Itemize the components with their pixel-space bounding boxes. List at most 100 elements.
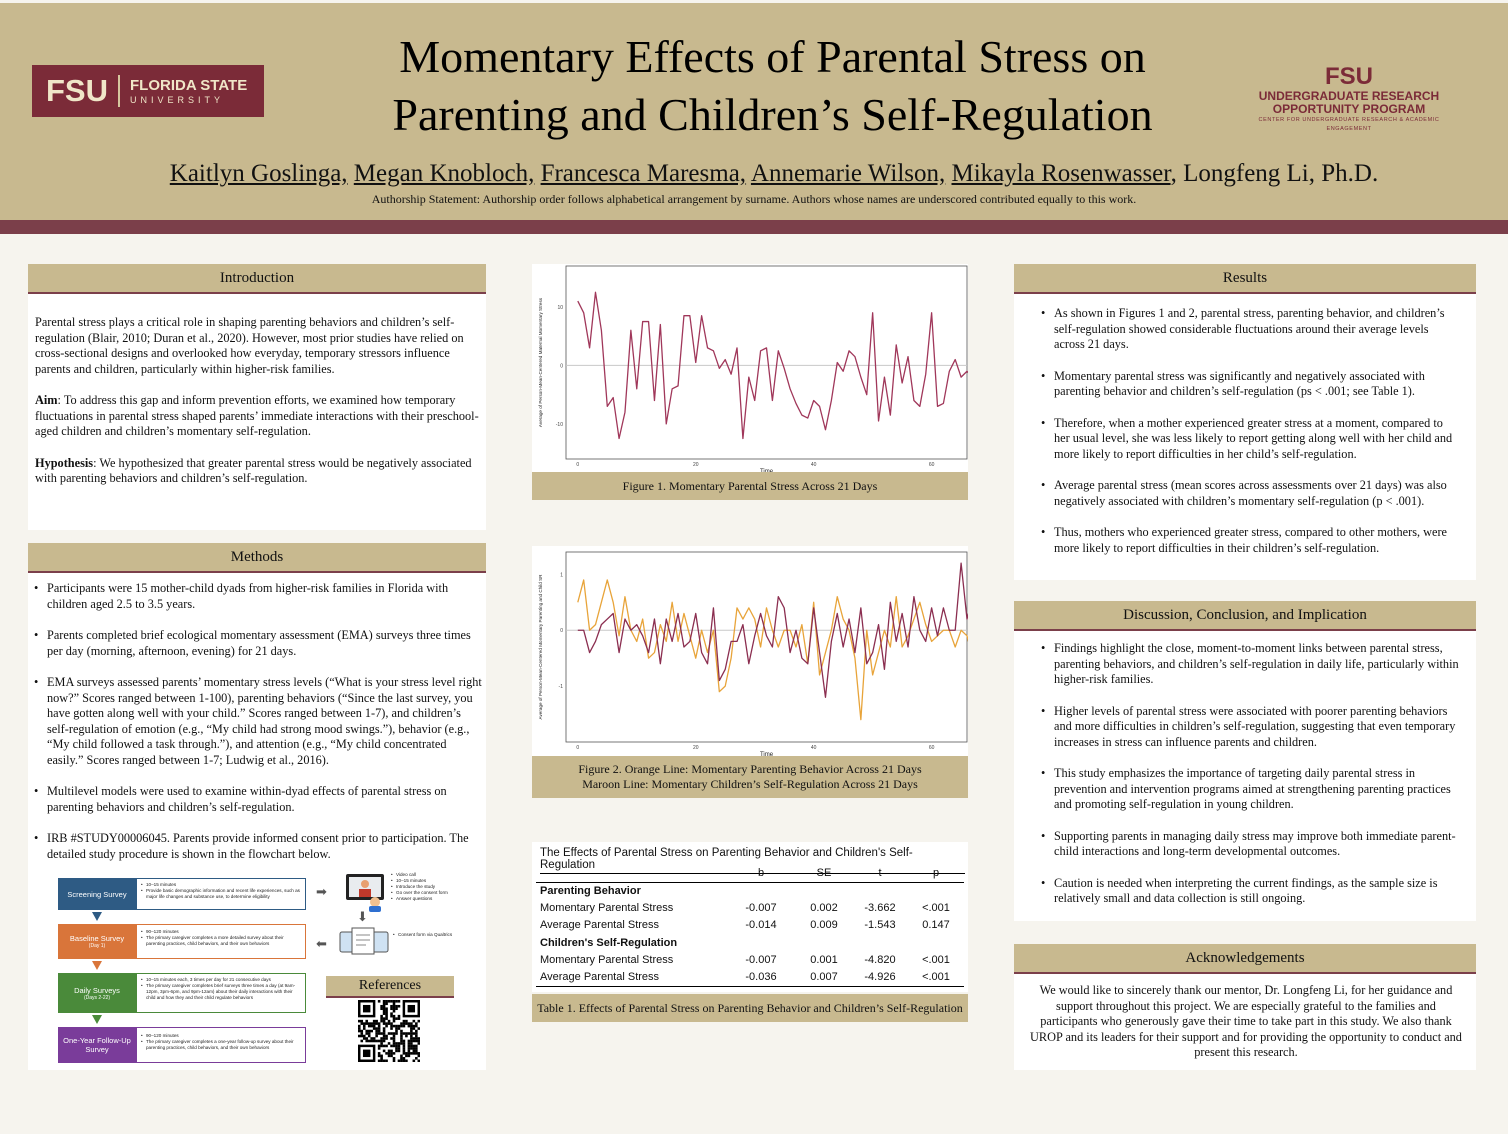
qr-module [415,1039,418,1043]
qr-module [415,1037,418,1040]
qr-module [382,1004,386,1008]
references-qr-code[interactable] [358,1000,420,1062]
qr-module [392,1004,396,1008]
qr-module [395,1029,398,1033]
y-tick-label: 0 [560,628,563,634]
qr-module [360,1034,364,1038]
qr-module [405,1054,408,1058]
qr-module [400,1042,403,1045]
poster-title-line2: Parenting and Children’s Self-Regulation [392,89,1153,140]
qr-module [410,1042,413,1045]
table1-group-row: Children's Self-Regulation [536,934,964,951]
qr-module [390,1022,393,1025]
flow-step-baseline-notes: 90–120 minutes The primary caregiver com… [141,929,303,947]
qr-module [407,1044,411,1048]
methods-bullet: Multilevel models were used to examine w… [34,784,484,815]
qr-module [410,1044,413,1048]
qr-module [382,1009,386,1013]
qr-module [375,1022,378,1025]
qr-module [412,1059,416,1062]
qr-finder [362,1004,371,1013]
qr-module [410,1029,413,1033]
qr-module [362,1024,366,1028]
qr-module [385,1014,388,1018]
figure2-caption: Figure 2. Orange Line: Momentary Parenti… [532,756,968,798]
introduction-panel [28,264,486,530]
qr-module [367,1029,371,1033]
qr-module [415,1044,418,1048]
qr-module [392,1000,396,1003]
table1-cell: 0.007 [810,971,838,983]
qr-module [412,1024,416,1028]
consent-form-icon [339,927,389,955]
table1-cell: -0.007 [745,953,777,966]
qr-module [410,1027,413,1030]
qr-module [417,1019,420,1023]
qr-module [385,1007,388,1011]
qr-module [372,1022,376,1025]
references-heading: References [326,976,454,998]
flow-arrow-icon [92,1015,102,1024]
flow-note: 90–120 minutes [141,1033,303,1039]
qr-module [405,1019,408,1023]
qr-module [405,1022,408,1025]
qr-module [395,1044,398,1048]
author-3: Francesca Maresma, [540,160,747,187]
qr-module [402,1044,406,1048]
table1-cell: Momentary Parental Stress [540,953,674,966]
author-list: Kaitlyn Goslinga, Megan Knobloch, France… [20,160,1508,188]
table1-caption: Table 1. Effects of Parental Stress on P… [532,994,968,1022]
results-heading: Results [1014,264,1476,294]
qr-module [360,1019,364,1023]
x-tick-label: 0 [576,462,579,468]
qr-module [380,1059,383,1062]
qr-module [372,1039,376,1043]
flow-step-baseline: Baseline Survey (Day 1) [58,924,136,959]
qr-module [390,1024,393,1028]
qr-module [367,1039,371,1043]
qr-module [382,1019,386,1023]
qr-finder [407,1004,416,1013]
qr-module [360,1032,364,1035]
qr-module [410,1022,413,1025]
qr-module [402,1052,406,1055]
qr-module [402,1024,406,1028]
qr-module [410,1037,413,1040]
y-tick-label: -10 [556,422,563,428]
qr-module [367,1034,371,1038]
qr-module [377,1022,381,1025]
qr-finder [362,1049,371,1058]
qr-module [390,1027,393,1030]
qr-module [370,1024,373,1028]
qr-module [358,1027,361,1030]
qr-module [380,1039,383,1043]
qr-module [400,1034,403,1038]
qr-module [410,1047,413,1050]
qr-module [385,1000,388,1003]
qr-module [390,1014,393,1018]
table1-cell: -4.820 [864,953,896,966]
table1-col-header [536,864,726,882]
x-tick-label: 0 [576,745,579,751]
urop-logo-line2: OPPORTUNITY PROGRAM [1272,102,1426,116]
qr-module [417,1037,420,1040]
qr-module [382,1029,386,1033]
qr-module [360,1029,364,1033]
qr-module [412,1039,416,1043]
hypothesis-label: Hypothesis [35,455,94,470]
qr-module [415,1024,418,1028]
qr-module [395,1004,398,1008]
qr-module [385,1024,388,1028]
table1-cell: -4.926 [864,971,896,983]
qr-module [387,1022,391,1025]
qr-module [385,1017,388,1020]
results-bullet: Thus, mothers who experienced greater st… [1041,525,1461,556]
x-tick-label: 40 [811,745,817,751]
qr-module [377,1047,381,1050]
qr-module [380,1007,383,1011]
qr-module [417,1052,420,1055]
acknowledgements-text: We would like to sincerely thank our men… [1030,983,1462,1059]
qr-module [397,1059,401,1062]
urop-logo-line3: CENTER FOR UNDERGRADUATE RESEARCH & ACAD… [1258,117,1440,132]
flow-note: 10–15 minutes each, 3 times per day for … [141,977,303,983]
